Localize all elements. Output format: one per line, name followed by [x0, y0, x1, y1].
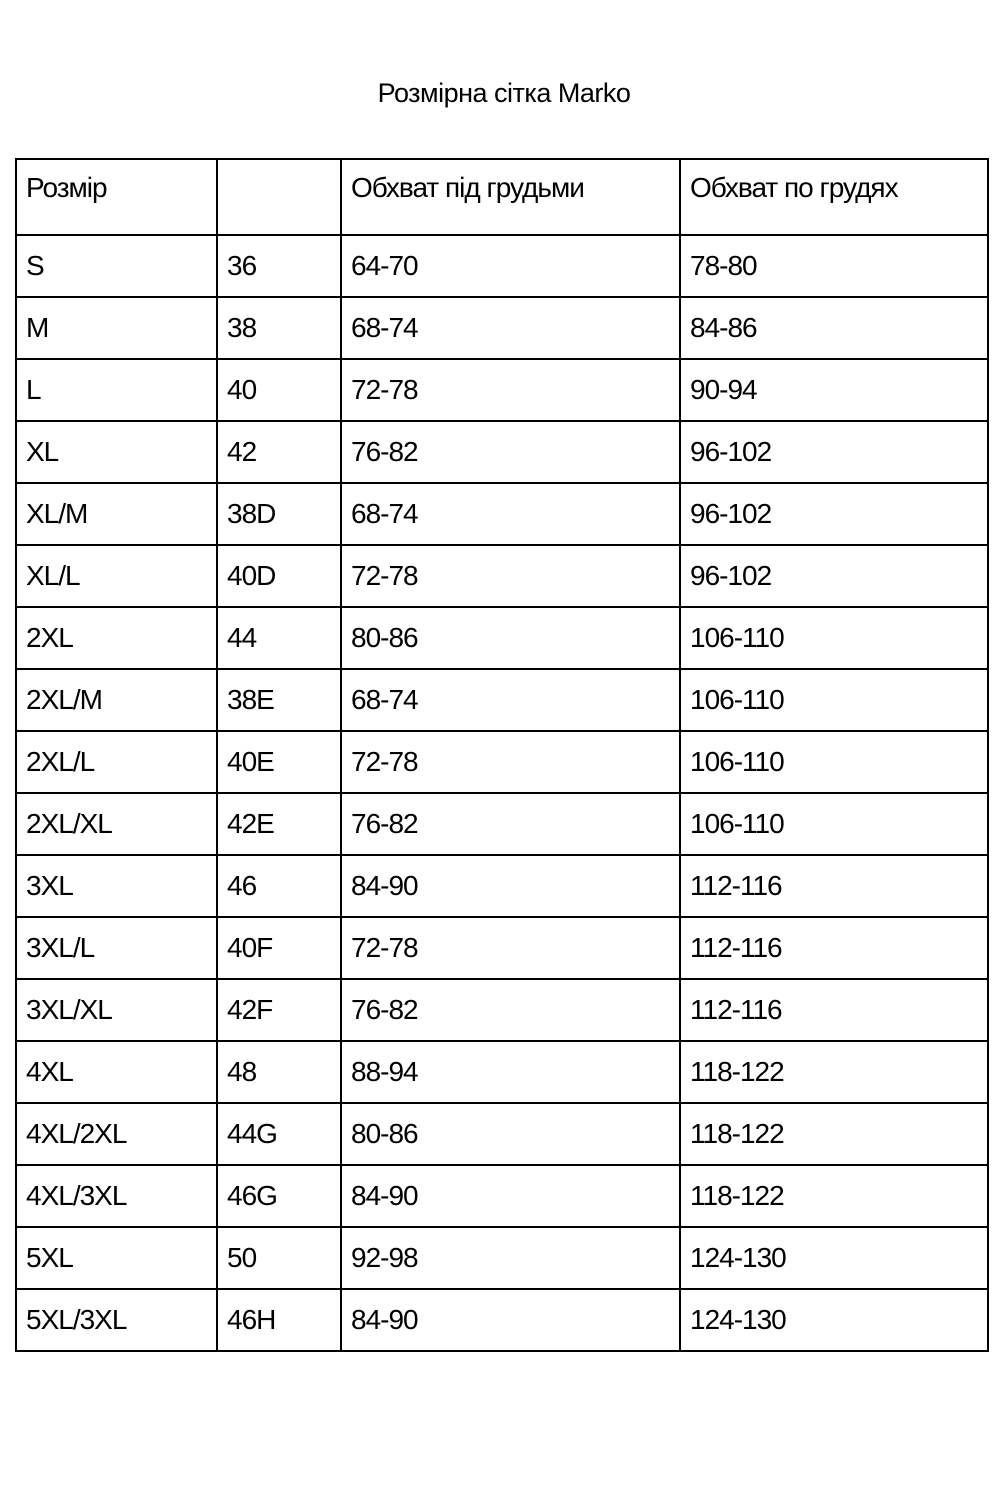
number-size-cell: 46 — [216, 854, 342, 918]
bust-cell: 124-130 — [679, 1288, 989, 1352]
underbust-cell: 72-78 — [340, 916, 681, 980]
size-cell: M — [15, 296, 218, 360]
table-row: 4XL 48 88-94 118-122 — [15, 1040, 989, 1104]
bust-cell: 106-110 — [679, 792, 989, 856]
underbust-cell: 92-98 — [340, 1226, 681, 1290]
bust-cell: 96-102 — [679, 544, 989, 608]
underbust-cell: 80-86 — [340, 1102, 681, 1166]
number-size-cell: 44G — [216, 1102, 342, 1166]
underbust-cell: 68-74 — [340, 668, 681, 732]
size-cell: XL/L — [15, 544, 218, 608]
number-size-cell: 40E — [216, 730, 342, 794]
underbust-cell: 76-82 — [340, 978, 681, 1042]
size-cell: 2XL/M — [15, 668, 218, 732]
table-row: XL 42 76-82 96-102 — [15, 420, 989, 484]
column-header: Обхват під грудьми — [340, 158, 681, 236]
number-size-cell: 46H — [216, 1288, 342, 1352]
number-size-cell: 50 — [216, 1226, 342, 1290]
bust-cell: 124-130 — [679, 1226, 989, 1290]
table-row: M 38 68-74 84-86 — [15, 296, 989, 360]
bust-cell: 112-116 — [679, 854, 989, 918]
underbust-cell: 80-86 — [340, 606, 681, 670]
table-row: 4XL/2XL 44G 80-86 118-122 — [15, 1102, 989, 1166]
table-row: 5XL 50 92-98 124-130 — [15, 1226, 989, 1290]
bust-cell: 106-110 — [679, 668, 989, 732]
size-cell: 2XL/L — [15, 730, 218, 794]
bust-cell: 106-110 — [679, 730, 989, 794]
table-row: S 36 64-70 78-80 — [15, 234, 989, 298]
number-size-cell: 42 — [216, 420, 342, 484]
underbust-cell: 64-70 — [340, 234, 681, 298]
underbust-cell: 76-82 — [340, 792, 681, 856]
bust-cell: 112-116 — [679, 978, 989, 1042]
size-cell: 2XL/XL — [15, 792, 218, 856]
number-size-cell: 38E — [216, 668, 342, 732]
underbust-cell: 84-90 — [340, 1288, 681, 1352]
bust-cell: 78-80 — [679, 234, 989, 298]
underbust-cell: 72-78 — [340, 544, 681, 608]
size-cell: 5XL — [15, 1226, 218, 1290]
number-size-cell: 36 — [216, 234, 342, 298]
table-row: XL/M 38D 68-74 96-102 — [15, 482, 989, 546]
number-size-cell: 38D — [216, 482, 342, 546]
size-cell: 4XL — [15, 1040, 218, 1104]
table-row: 4XL/3XL 46G 84-90 118-122 — [15, 1164, 989, 1228]
bust-cell: 118-122 — [679, 1102, 989, 1166]
size-chart-table: Розмір Обхват під грудьми Обхват по грудях… — [15, 158, 989, 1352]
number-size-cell: 42E — [216, 792, 342, 856]
number-size-cell: 40F — [216, 916, 342, 980]
table-row: 2XL/M 38E 68-74 106-110 — [15, 668, 989, 732]
bust-cell: 84-86 — [679, 296, 989, 360]
page-title: Розмірна сітка Marko — [377, 78, 631, 108]
size-cell: 4XL/2XL — [15, 1102, 218, 1166]
number-size-cell: 48 — [216, 1040, 342, 1104]
column-header — [216, 158, 342, 236]
size-cell: 4XL/3XL — [15, 1164, 218, 1228]
size-cell: S — [15, 234, 218, 298]
underbust-cell: 84-90 — [340, 854, 681, 918]
number-size-cell: 38 — [216, 296, 342, 360]
size-cell: 5XL/3XL — [15, 1288, 218, 1352]
column-header: Обхват по грудях — [679, 158, 989, 236]
number-size-cell: 42F — [216, 978, 342, 1042]
underbust-cell: 88-94 — [340, 1040, 681, 1104]
column-header: Розмір — [15, 158, 218, 236]
size-cell: 3XL/XL — [15, 978, 218, 1042]
bust-cell: 96-102 — [679, 420, 989, 484]
bust-cell: 118-122 — [679, 1040, 989, 1104]
bust-cell: 96-102 — [679, 482, 989, 546]
bust-cell: 118-122 — [679, 1164, 989, 1228]
table-row: 2XL/L 40E 72-78 106-110 — [15, 730, 989, 794]
table-row: 3XL/L 40F 72-78 112-116 — [15, 916, 989, 980]
table-row: 2XL 44 80-86 106-110 — [15, 606, 989, 670]
size-cell: 2XL — [15, 606, 218, 670]
underbust-cell: 68-74 — [340, 296, 681, 360]
table-row: 3XL 46 84-90 112-116 — [15, 854, 989, 918]
underbust-cell: 72-78 — [340, 358, 681, 422]
number-size-cell: 46G — [216, 1164, 342, 1228]
table-row: 2XL/XL 42E 76-82 106-110 — [15, 792, 989, 856]
number-size-cell: 40D — [216, 544, 342, 608]
underbust-cell: 68-74 — [340, 482, 681, 546]
underbust-cell: 72-78 — [340, 730, 681, 794]
bust-cell: 90-94 — [679, 358, 989, 422]
number-size-cell: 40 — [216, 358, 342, 422]
table-row: L 40 72-78 90-94 — [15, 358, 989, 422]
table-row: 5XL/3XL 46H 84-90 124-130 — [15, 1288, 989, 1352]
table-row: 3XL/XL 42F 76-82 112-116 — [15, 978, 989, 1042]
bust-cell: 106-110 — [679, 606, 989, 670]
size-cell: 3XL — [15, 854, 218, 918]
underbust-cell: 76-82 — [340, 420, 681, 484]
table-row: XL/L 40D 72-78 96-102 — [15, 544, 989, 608]
size-cell: XL — [15, 420, 218, 484]
size-cell: L — [15, 358, 218, 422]
bust-cell: 112-116 — [679, 916, 989, 980]
number-size-cell: 44 — [216, 606, 342, 670]
underbust-cell: 84-90 — [340, 1164, 681, 1228]
size-cell: 3XL/L — [15, 916, 218, 980]
header-row: Розмір Обхват під грудьми Обхват по грудях — [15, 158, 989, 236]
size-cell: XL/M — [15, 482, 218, 546]
